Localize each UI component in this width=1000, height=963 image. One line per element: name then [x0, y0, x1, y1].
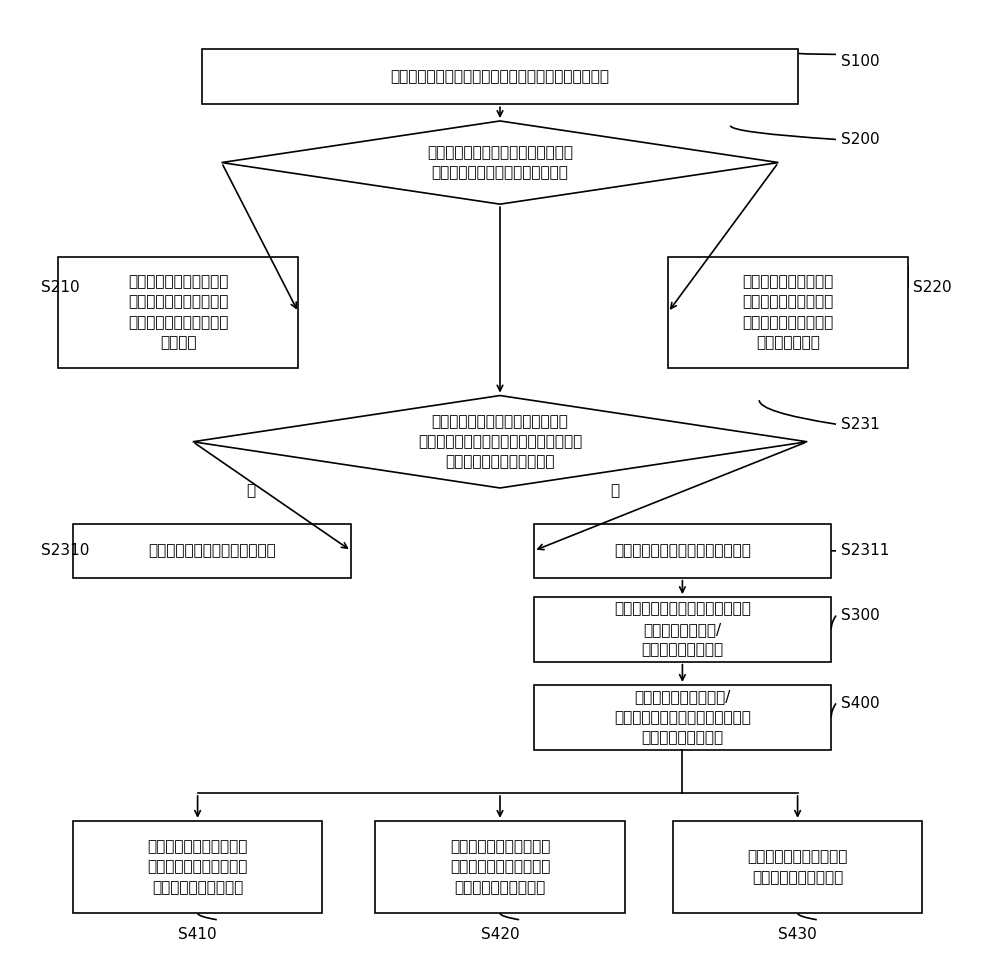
FancyBboxPatch shape: [202, 49, 798, 104]
FancyBboxPatch shape: [73, 820, 322, 913]
Text: 是: 是: [246, 483, 255, 498]
Text: 若检测装置与内机之间的
信号传输正常，则确定外
机的通信线路出现故障: 若检测装置与内机之间的 信号传输正常，则确定外 机的通信线路出现故障: [147, 839, 248, 895]
Text: S420: S420: [481, 927, 519, 942]
Text: 根据检测装置与内机和/
或所述外机之间是否有信号传输确
定通信线路故障位置: 根据检测装置与内机和/ 或所述外机之间是否有信号传输确 定通信线路故障位置: [614, 690, 751, 745]
Polygon shape: [222, 121, 778, 204]
Text: S210: S210: [41, 280, 80, 295]
Text: S231: S231: [841, 417, 880, 431]
Text: S300: S300: [841, 608, 880, 623]
Text: 则确定通信线路的信号传输不正常: 则确定通信线路的信号传输不正常: [614, 543, 751, 559]
Text: S430: S430: [778, 927, 817, 942]
Text: 断开内机和外机的通信线路，并将
检测装置与内机和/
或外机建立通信连接: 断开内机和外机的通信线路，并将 检测装置与内机和/ 或外机建立通信连接: [614, 602, 751, 658]
Text: 否则，则确定内机和外机
的通信线路均出现故障: 否则，则确定内机和外机 的通信线路均出现故障: [747, 849, 848, 885]
FancyBboxPatch shape: [375, 820, 625, 913]
Text: 当空调在运行中出现通信故障时，检测空调的故障信号: 当空调在运行中出现通信故障时，检测空调的故障信号: [390, 69, 610, 84]
Text: 若检测装置与外机之间的
信号传输正常，则确定内
机的通信线路出现故障: 若检测装置与外机之间的 信号传输正常，则确定内 机的通信线路出现故障: [450, 839, 550, 895]
Text: 则确定通信线路的信号传输正常: 则确定通信线路的信号传输正常: [148, 543, 276, 559]
Text: 否: 否: [611, 483, 620, 498]
Text: S2310: S2310: [41, 543, 89, 559]
FancyBboxPatch shape: [534, 597, 831, 662]
FancyBboxPatch shape: [534, 685, 831, 749]
Text: S220: S220: [913, 280, 951, 295]
FancyBboxPatch shape: [58, 257, 298, 368]
FancyBboxPatch shape: [668, 257, 908, 368]
Polygon shape: [193, 396, 807, 488]
Text: 若故障信号与预设的外机
故障信号相符合时，则确
定空调的外机的控制装置
出现故障: 若故障信号与预设的外机 故障信号相符合时，则确 定空调的外机的控制装置 出现故障: [128, 274, 229, 351]
FancyBboxPatch shape: [534, 524, 831, 578]
Text: S200: S200: [841, 132, 879, 147]
Text: 若故障信号与预设的内
机故障信号相符合时，
则确定空调的内机的控
制装置出现故障: 若故障信号与预设的内 机故障信号相符合时， 则确定空调的内机的控 制装置出现故障: [742, 274, 834, 351]
FancyBboxPatch shape: [73, 524, 351, 578]
Text: S410: S410: [178, 927, 217, 942]
Text: 若故障信号与预设的外机故障信号
和预设的内机故障信号均不符合时，判断
通信线路上是否有信号传输: 若故障信号与预设的外机故障信号 和预设的内机故障信号均不符合时，判断 通信线路上…: [418, 414, 582, 470]
FancyBboxPatch shape: [673, 820, 922, 913]
Text: 判断故障信号是否与预设的外机故障
信号或预设的内机故障信号相符合: 判断故障信号是否与预设的外机故障 信号或预设的内机故障信号相符合: [427, 144, 573, 180]
Text: S2311: S2311: [841, 543, 889, 559]
Text: S100: S100: [841, 54, 879, 69]
Text: S400: S400: [841, 696, 879, 711]
